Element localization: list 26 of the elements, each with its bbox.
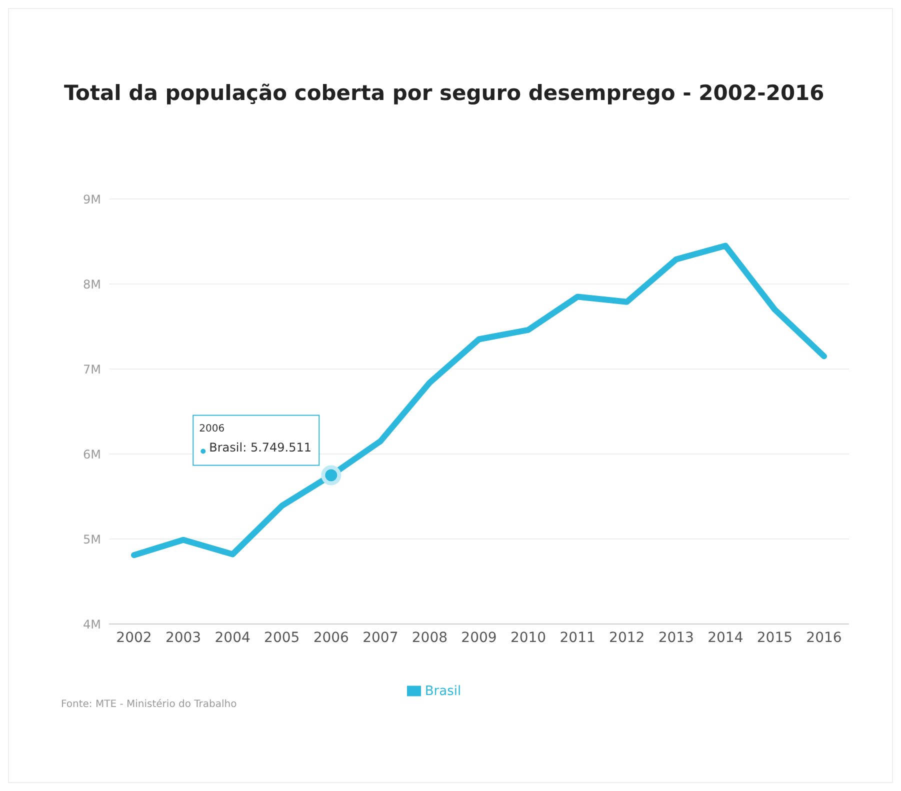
x-tick-label: 2016 [806, 630, 842, 646]
y-tick-label: 6M [83, 447, 101, 462]
source-note: Fonte: MTE - Ministério do Trabalho [61, 699, 237, 710]
chart-title: Total da população coberta por seguro desemprego - 2002-2016 [64, 81, 824, 105]
x-tick-label: 2009 [461, 630, 497, 646]
x-tick-label: 2008 [412, 630, 448, 646]
x-tick-label: 2015 [756, 630, 793, 646]
legend-label: Brasil [424, 684, 462, 699]
x-tick-label: 2014 [708, 630, 744, 646]
x-tick-label: 2011 [560, 630, 596, 646]
x-tick-label: 2003 [165, 630, 202, 646]
x-tick-label: 2002 [116, 630, 152, 646]
y-tick-label: 8M [83, 277, 101, 292]
x-tick-label: 2010 [510, 630, 546, 646]
y-tick-label: 4M [83, 617, 101, 632]
x-tick-label: 2012 [609, 630, 645, 646]
y-tick-label: 7M [83, 362, 101, 376]
x-tick-label: 2005 [264, 630, 300, 646]
annotation: 2006 Brasil: 5.749.511 [199, 423, 312, 454]
tooltip-callout: 2006 Brasil: 5.749.511 [192, 414, 342, 486]
x-tick-label: 2006 [313, 630, 350, 646]
x-tick-label: 2013 [658, 630, 694, 646]
y-tick-label: 5M [83, 532, 101, 546]
y-tick-label: 9M [83, 192, 101, 206]
x-tick-label: 2004 [214, 630, 250, 646]
x-tick-label: 2007 [362, 630, 398, 646]
